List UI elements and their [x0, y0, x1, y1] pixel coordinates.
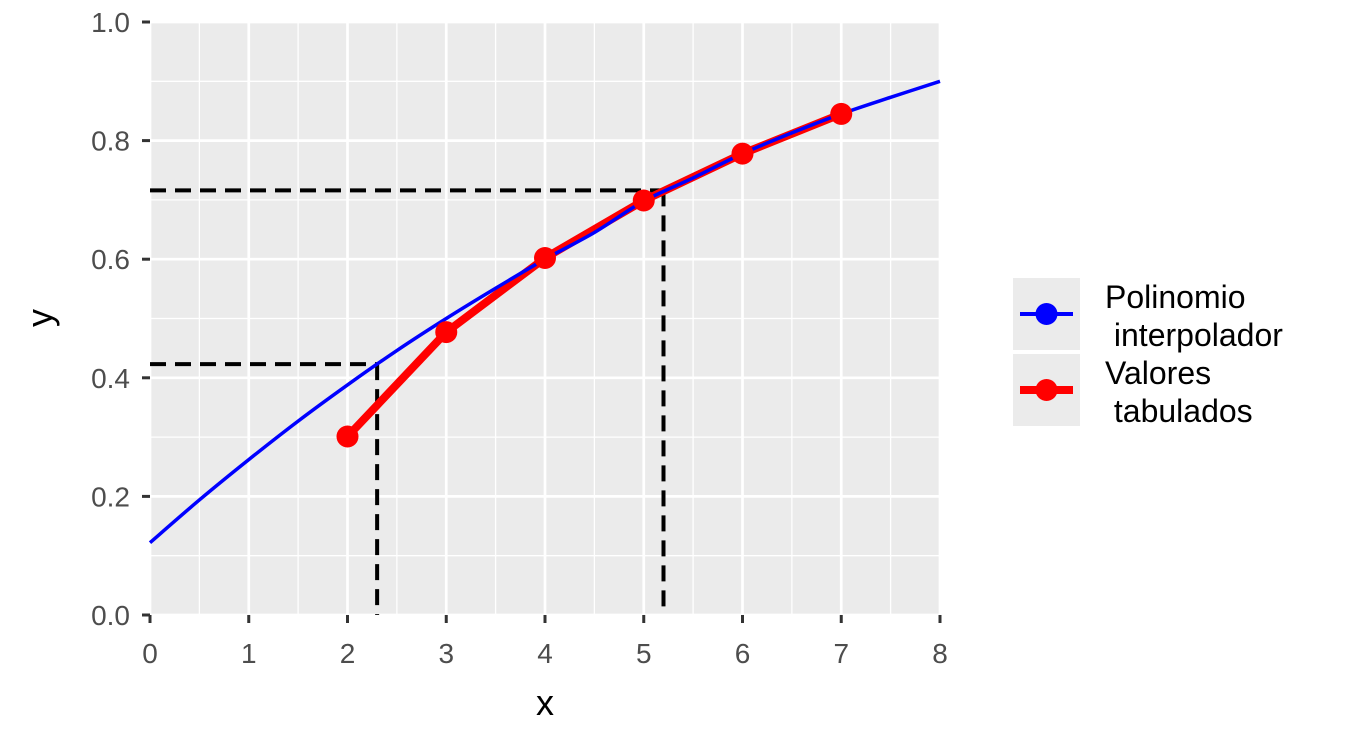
- x-tick-label: 8: [932, 638, 948, 669]
- legend-key-point-polinomio-interpolador: [1035, 303, 1058, 325]
- y-tick-labels: 0.0 0.2 0.4 0.6 0.8 1.0: [91, 7, 130, 631]
- legend-label-valores-tabulados: Valores: [1105, 355, 1211, 391]
- series-valores-tabulados-point: [731, 142, 754, 165]
- x-tick-label: 0: [142, 638, 158, 669]
- legend-key-point-valores-tabulados: [1035, 379, 1058, 401]
- x-axis-title: x: [536, 682, 554, 723]
- x-tick-labels: 0 1 2 3 4 5 6 7 8: [142, 638, 948, 669]
- reference-lines: [150, 188, 666, 615]
- x-tick-label: 1: [241, 638, 257, 669]
- series-valores-tabulados-point: [534, 247, 556, 270]
- y-tick-label: 0.6: [91, 244, 130, 275]
- x-tick-label: 5: [636, 638, 652, 669]
- series-valores-tabulados-point: [830, 102, 853, 125]
- y-tick-label: 1.0: [91, 7, 130, 38]
- x-tick-label: 2: [340, 638, 356, 669]
- y-tick-label: 0.8: [91, 126, 130, 157]
- axes-layer: [142, 20, 942, 623]
- x-tick-label: 7: [833, 638, 849, 669]
- legend-label-valores-tabulados: tabulados: [1105, 393, 1253, 429]
- x-tick-label: 4: [537, 638, 553, 669]
- x-tick-label: 6: [735, 638, 751, 669]
- y-tick-label: 0.0: [91, 600, 130, 631]
- legend-label-polinomio-interpolador: Polinomio: [1105, 279, 1246, 315]
- legend-label-polinomio-interpolador: interpolador: [1105, 317, 1283, 353]
- series-valores-tabulados-point: [336, 425, 359, 448]
- y-axis-title: y: [19, 309, 60, 327]
- series-layer: [148, 79, 941, 544]
- x-tick-label: 3: [438, 638, 454, 669]
- series-valores-tabulados-point: [632, 189, 655, 212]
- major-gridlines: [148, 20, 942, 617]
- series-valores-tabulados-point: [435, 321, 458, 344]
- y-tick-label: 0.2: [91, 481, 130, 512]
- y-tick-label: 0.4: [91, 363, 130, 394]
